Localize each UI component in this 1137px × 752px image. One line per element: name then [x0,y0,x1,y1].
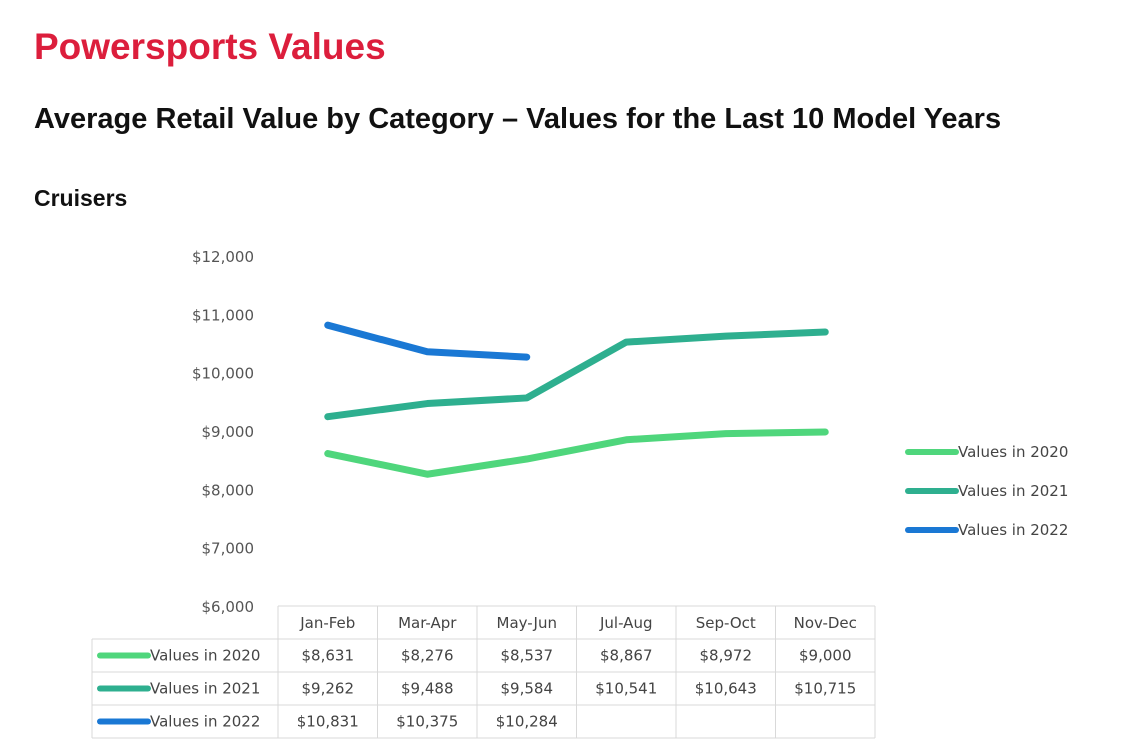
data-label-values-in-2021-jul-aug: $10,541 [595,680,657,698]
data-label-values-in-2020-may-jun: $8,537 [501,647,554,665]
y-tick-label-11000: $11,000 [192,306,254,324]
data-label-values-in-2020-jan-feb: $8,631 [302,647,355,665]
data-label-values-in-2020-mar-apr: $8,276 [401,647,454,665]
y-tick-label-7000: $7,000 [202,540,255,558]
page-title: Powersports Values [34,26,386,67]
legend-label-values-in-2020: Values in 2020 [958,443,1068,461]
data-label-values-in-2021-jan-feb: $9,262 [302,680,355,698]
page-subtitle: Average Retail Value by Category – Value… [34,103,1002,135]
x-tick-label-may-jun: May-Jun [497,614,557,632]
data-label-values-in-2021-mar-apr: $9,488 [401,680,454,698]
data-label-values-in-2020-nov-dec: $9,000 [799,647,852,665]
y-tick-label-8000: $8,000 [202,481,255,499]
data-label-values-in-2021-sep-oct: $10,643 [695,680,757,698]
data-label-values-in-2021-nov-dec: $10,715 [794,680,856,698]
data-label-values-in-2020-sep-oct: $8,972 [700,647,753,665]
data-label-values-in-2022-may-jun: $10,284 [496,713,558,731]
data-label-values-in-2020-jul-aug: $8,867 [600,647,653,665]
x-tick-label-jan-feb: Jan-Feb [299,614,355,632]
series-line-values-in-2021 [324,328,829,421]
legend-label-values-in-2022: Values in 2022 [958,521,1068,539]
series-line-values-in-2020 [324,428,829,478]
series-line-values-in-2022 [324,321,531,361]
data-label-values-in-2022-jan-feb: $10,831 [297,713,359,731]
x-tick-label-sep-oct: Sep-Oct [696,614,756,632]
data-label-values-in-2022-mar-apr: $10,375 [396,713,458,731]
table-row-label-values-in-2022: Values in 2022 [150,713,260,731]
x-tick-label-jul-aug: Jul-Aug [599,614,652,632]
table-row-label-values-in-2020: Values in 2020 [150,647,260,665]
legend-label-values-in-2021: Values in 2021 [958,482,1068,500]
section-title: Cruisers [34,185,128,211]
table-row-label-values-in-2021: Values in 2021 [150,680,260,698]
data-label-values-in-2021-may-jun: $9,584 [501,680,554,698]
y-tick-label-10000: $10,000 [192,365,254,383]
x-tick-label-mar-apr: Mar-Apr [398,614,457,632]
y-tick-label-9000: $9,000 [202,423,255,441]
y-tick-label-12000: $12,000 [192,248,254,266]
x-tick-label-nov-dec: Nov-Dec [794,614,857,632]
y-tick-label-6000: $6,000 [202,598,255,616]
